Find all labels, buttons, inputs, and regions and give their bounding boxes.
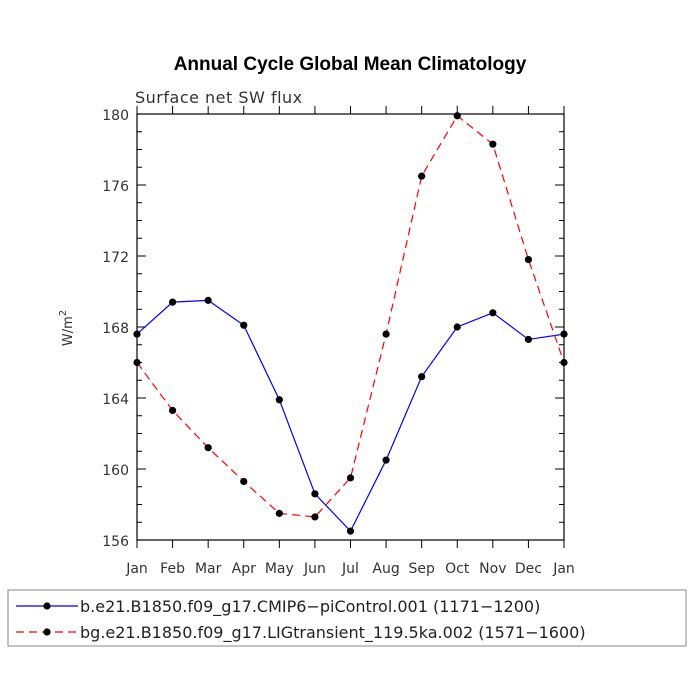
- data-point-series-1: [133, 330, 141, 338]
- y-tick-label: 180: [102, 108, 129, 124]
- x-tick-label: Oct: [445, 561, 470, 577]
- data-point-series-1: [240, 321, 248, 329]
- data-point-series-1: [311, 490, 319, 498]
- data-point-series-1: [204, 296, 212, 304]
- data-point-series-1: [560, 330, 568, 338]
- data-point-series-2: [453, 112, 461, 120]
- data-point-series-2: [240, 477, 248, 486]
- data-point-series-2: [346, 474, 355, 482]
- plot-area: 156 160 164 168 172 176 180 Jan Feb Mar Apr May Jun J…: [102, 106, 575, 577]
- y-tick-label: 172: [102, 250, 129, 266]
- data-point-series-2: [418, 172, 426, 180]
- legend-marker-1: [43, 602, 51, 610]
- y-axis-label-text: W/m: [61, 316, 76, 346]
- x-tick-label: Mar: [195, 561, 222, 577]
- x-tick-label: Jan: [125, 561, 148, 577]
- y-tick-label: 156: [102, 534, 129, 550]
- x-tick-label: May: [265, 561, 294, 577]
- data-point-series-2: [133, 358, 141, 367]
- x-tick-label: Dec: [515, 561, 542, 577]
- legend-marker-2: [43, 628, 51, 636]
- x-tick-label: Jul: [341, 561, 359, 577]
- y-tick-label: 160: [102, 463, 129, 479]
- data-point-series-2: [560, 358, 568, 367]
- chart-title: Annual Cycle Global Mean Climatology: [174, 54, 527, 75]
- y-axis-label-superscript: 2: [58, 310, 69, 316]
- series-line-2: [136, 114, 565, 518]
- data-point-series-1: [275, 396, 283, 404]
- legend: b.e21.B1850.f09_g17.CMIP6−piControl.001 …: [16, 597, 586, 643]
- series-line-1: [136, 299, 565, 533]
- data-point-series-1: [453, 323, 461, 331]
- legend-label-2: bg.e21.B1850.f09_g17.LIGtransient_119.5k…: [80, 623, 586, 643]
- data-point-series-2: [524, 255, 533, 264]
- data-point-series-1: [489, 309, 497, 317]
- data-point-series-1: [346, 527, 355, 535]
- y-tick-label: 176: [102, 179, 129, 195]
- data-point-series-2: [311, 513, 319, 521]
- x-tick-label: Feb: [160, 561, 185, 577]
- x-tick-label: Jun: [303, 561, 326, 577]
- data-point-series-1: [524, 335, 533, 344]
- data-point-series-2: [275, 509, 283, 517]
- data-point-series-2: [204, 444, 212, 452]
- data-point-series-2: [489, 140, 497, 148]
- x-tick-label: Aug: [372, 561, 399, 577]
- x-tick-label: Apr: [232, 561, 256, 577]
- x-tick-label: Sep: [408, 561, 435, 577]
- legend-box: [7, 589, 687, 647]
- legend-label-1: b.e21.B1850.f09_g17.CMIP6−piControl.001 …: [80, 597, 540, 617]
- data-point-series-1: [382, 456, 390, 464]
- data-point-series-2: [382, 330, 390, 338]
- y-tick-label: 164: [102, 392, 129, 408]
- data-point-series-2: [168, 406, 177, 415]
- data-point-series-1: [168, 298, 177, 306]
- chart-subtitle: Surface net SW flux: [135, 88, 303, 107]
- data-point-series-1: [418, 373, 426, 381]
- y-axis-label: W/m2: [58, 310, 76, 346]
- x-tick-label: Nov: [479, 561, 506, 577]
- y-tick-label: 168: [102, 321, 129, 337]
- x-tick-label: Jan: [552, 561, 575, 577]
